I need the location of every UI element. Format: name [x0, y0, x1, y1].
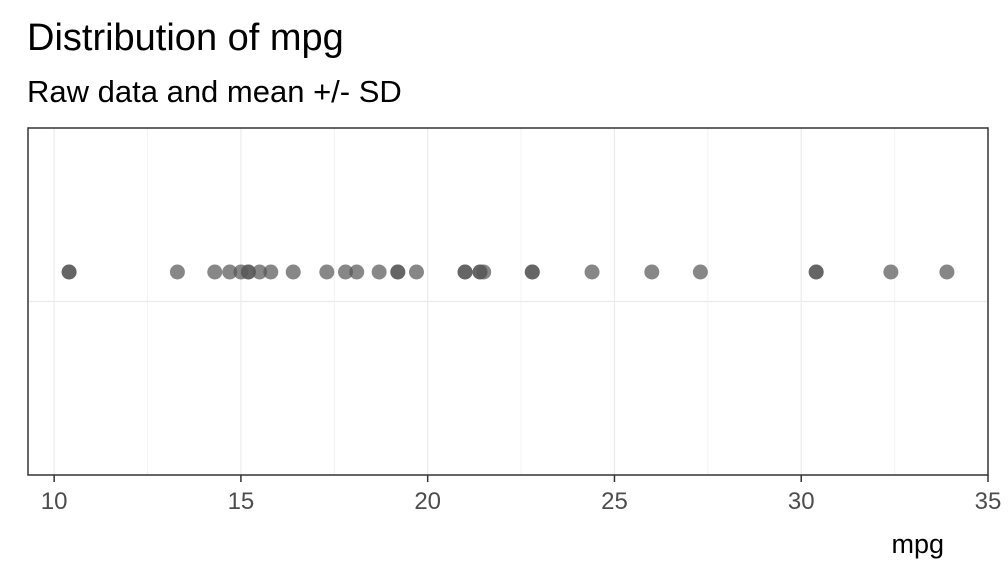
data-point: [692, 264, 708, 280]
data-point: [808, 264, 824, 280]
x-tick-label: 25: [601, 488, 628, 515]
x-tick-label: 10: [41, 488, 68, 515]
chart-subtitle: Raw data and mean +/- SD: [27, 74, 402, 109]
data-point: [263, 264, 279, 280]
data-point: [169, 264, 185, 280]
data-point: [584, 264, 600, 280]
plot-panel: [27, 127, 989, 476]
data-point: [371, 264, 387, 280]
x-tick-label: 20: [414, 488, 441, 515]
data-point: [252, 264, 268, 280]
data-point: [61, 264, 77, 280]
x-tick-label: 35: [975, 488, 1002, 515]
data-point: [939, 264, 955, 280]
data-point: [390, 264, 406, 280]
data-point: [349, 264, 365, 280]
data-point: [338, 264, 354, 280]
panel-border: [27, 127, 989, 476]
x-axis-title: mpg: [891, 529, 944, 559]
gridlines: [28, 128, 988, 475]
data-point: [644, 264, 660, 280]
data-point: [408, 264, 424, 280]
x-tick-label: 15: [228, 488, 255, 515]
data-point: [222, 264, 238, 280]
data-point: [457, 264, 473, 280]
data-points: [61, 264, 955, 280]
data-point: [883, 264, 899, 280]
x-axis: 10 15 20 25 30 35: [41, 475, 1002, 515]
data-point: [285, 264, 301, 280]
data-point: [472, 264, 488, 280]
data-point: [319, 264, 335, 280]
chart-title: Distribution of mpg: [27, 17, 344, 59]
data-point: [524, 264, 540, 280]
data-point: [207, 264, 223, 280]
data-point: [233, 264, 249, 280]
x-tick-label: 30: [788, 488, 815, 515]
